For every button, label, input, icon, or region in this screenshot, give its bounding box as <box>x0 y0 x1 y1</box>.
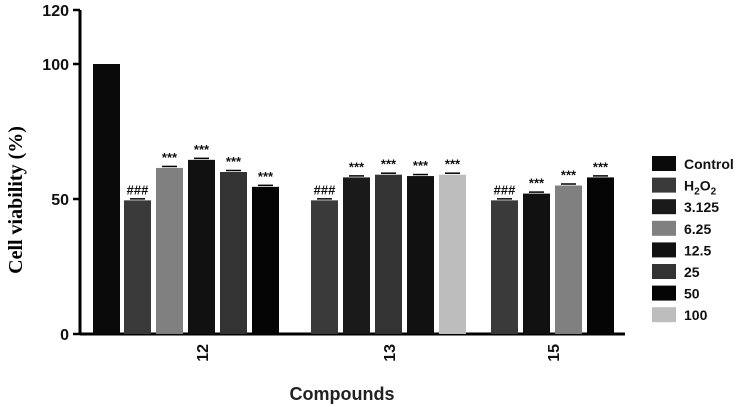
significance-label: *** <box>593 159 609 174</box>
bar <box>555 185 582 334</box>
significance-label: *** <box>258 169 274 184</box>
y-axis-title: Cell viability (%) <box>5 126 27 274</box>
bar <box>491 200 518 334</box>
significance-label: *** <box>445 157 461 172</box>
x-axis-title: Compounds <box>290 384 395 404</box>
legend-label-subscript: 2 <box>694 187 700 198</box>
significance-label: *** <box>529 176 545 191</box>
legend-label-text: 3.125 <box>684 199 719 215</box>
significance-label: ### <box>494 182 516 197</box>
significance-label: *** <box>162 150 178 165</box>
legend-label: 3.125 <box>684 199 719 215</box>
legend-swatch <box>652 264 676 279</box>
legend-swatch <box>652 285 676 301</box>
y-tick-label: 100 <box>42 57 69 74</box>
legend-label-text: 50 <box>684 286 700 302</box>
legend-label: H2O2 <box>684 178 717 198</box>
significance-label: *** <box>349 159 365 174</box>
bars: ### *** *** *** *** 12 ### *** *** *** *** 13 ### ***… <box>93 64 614 362</box>
significance-label: ### <box>127 182 149 197</box>
legend-label-text: Control <box>684 156 734 172</box>
bar <box>252 186 279 334</box>
y-tick-label: 120 <box>42 3 69 20</box>
bar <box>188 159 215 334</box>
bar <box>311 200 338 334</box>
bar <box>523 193 550 334</box>
legend-label-text: H <box>684 178 694 194</box>
legend-label: 50 <box>684 286 700 302</box>
significance-label: *** <box>226 154 242 169</box>
legend-label-text: 25 <box>684 264 700 280</box>
y-tick-label: 0 <box>60 327 69 344</box>
significance-label: *** <box>413 158 429 173</box>
legend-label: Control <box>684 156 734 172</box>
bar <box>124 200 151 334</box>
legend-label: 25 <box>684 264 700 280</box>
bar <box>407 176 434 334</box>
legend-label-text: 12.5 <box>684 242 711 258</box>
legend-swatch <box>652 307 676 323</box>
y-tick-label: 50 <box>51 192 69 209</box>
legend-label-subscript: 2 <box>711 187 717 198</box>
significance-label: *** <box>561 168 577 183</box>
legend-swatch <box>652 177 676 193</box>
significance-label: *** <box>381 157 397 172</box>
legend-label-text: 100 <box>684 307 708 323</box>
bar <box>220 172 247 334</box>
bar <box>375 174 402 334</box>
bar <box>156 167 183 334</box>
legend-swatch <box>652 242 676 258</box>
x-tick-label: 12 <box>195 344 212 362</box>
legend-label-text: O <box>700 178 711 194</box>
legend-swatch <box>652 156 676 171</box>
legend-swatch <box>652 199 676 215</box>
bar <box>439 174 466 334</box>
bar-control <box>93 64 120 334</box>
legend-label: 100 <box>684 307 708 323</box>
legend-label: 6.25 <box>684 221 711 237</box>
bar <box>343 177 370 334</box>
significance-label: *** <box>194 142 210 157</box>
bar <box>587 177 614 334</box>
legend-label: 12.5 <box>684 242 711 258</box>
x-tick-label: 15 <box>546 344 563 362</box>
significance-label: ### <box>314 182 336 197</box>
legend-swatch <box>652 220 676 236</box>
legend-label-text: 6.25 <box>684 221 711 237</box>
x-tick-label: 13 <box>382 344 399 362</box>
